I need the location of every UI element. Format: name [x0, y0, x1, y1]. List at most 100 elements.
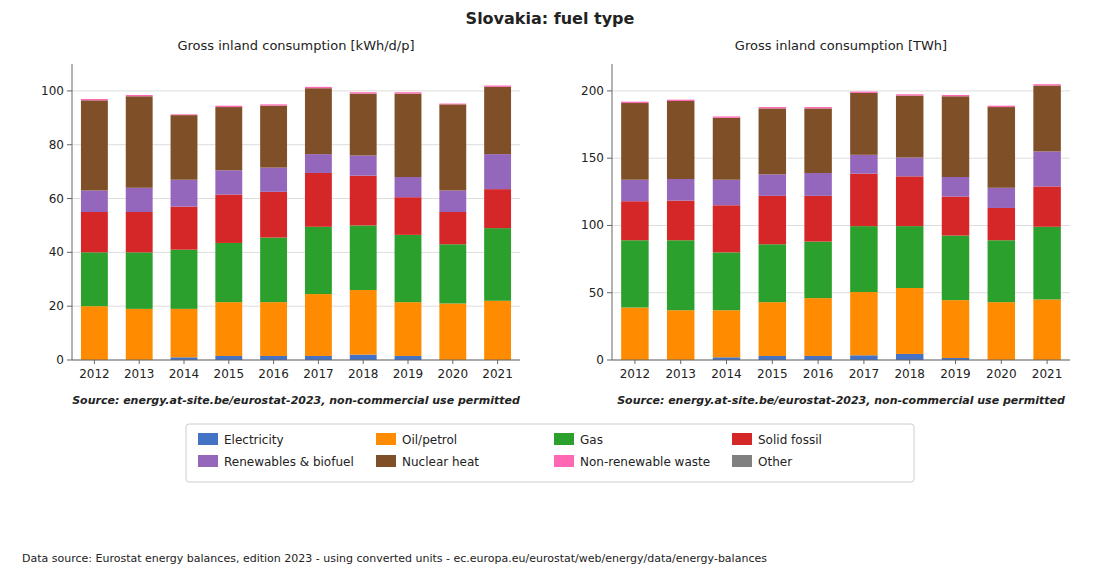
bar-segment: [804, 242, 831, 299]
bar-segment: [713, 116, 740, 117]
x-tick: [1047, 360, 1048, 364]
bar-segment: [126, 252, 153, 309]
bar-segment: [215, 106, 242, 107]
bar-segment: [305, 356, 332, 360]
y-tick-label: 0: [56, 353, 64, 367]
bar-segment: [439, 190, 466, 212]
bar-segment: [171, 250, 198, 309]
chart-title: Gross inland consumption [kWh/d/p]: [177, 38, 414, 53]
x-tick: [363, 360, 364, 364]
y-tick: [607, 158, 612, 159]
y-tick: [607, 360, 612, 361]
bar-segment: [621, 180, 648, 202]
bar-segment: [260, 238, 287, 303]
x-tick-label: 2015: [757, 367, 788, 381]
bar-segment: [621, 102, 648, 103]
x-tick: [139, 360, 140, 364]
x-tick: [94, 360, 95, 364]
bar-segment: [305, 227, 332, 294]
bar-segment: [850, 92, 877, 93]
legend-swatch: [198, 433, 218, 445]
bar-segment: [804, 107, 831, 108]
bar-segment: [81, 190, 108, 212]
bar-segment: [896, 226, 923, 288]
bar-segment: [126, 212, 153, 252]
bar-segment: [439, 212, 466, 244]
bar-segment: [804, 356, 831, 360]
bar-segment: [988, 240, 1015, 302]
bar-segment: [713, 116, 740, 117]
bar-segment: [260, 106, 287, 168]
x-tick: [228, 360, 229, 364]
bar-segment: [350, 225, 377, 290]
bar-segment: [713, 180, 740, 206]
bar-segment: [713, 205, 740, 252]
legend-label: Gas: [580, 433, 603, 447]
x-tick-label: 2013: [665, 367, 696, 381]
x-tick-label: 2016: [803, 367, 834, 381]
bar-segment: [759, 107, 786, 108]
bar-segment: [484, 154, 511, 189]
bar-segment: [942, 197, 969, 236]
bar-segment: [81, 99, 108, 100]
bar-segment: [942, 94, 969, 95]
bar-segment: [81, 306, 108, 360]
legend-swatch: [376, 455, 396, 467]
bar-segment: [942, 96, 969, 177]
y-tick-label: 40: [49, 245, 64, 259]
bar-segment: [850, 91, 877, 92]
bar-segment: [171, 114, 198, 116]
x-tick-label: 2017: [303, 367, 334, 381]
bar-segment: [1033, 84, 1060, 85]
y-tick: [607, 292, 612, 293]
bar-segment: [439, 244, 466, 303]
y-tick-label: 100: [581, 218, 604, 232]
bar-segment: [942, 177, 969, 197]
bar-segment: [759, 302, 786, 356]
bar-segment: [896, 176, 923, 226]
bar-segment: [395, 302, 422, 356]
chart-root: Slovakia: fuel typeGross inland consumpt…: [0, 0, 1100, 572]
bar-segment: [171, 114, 198, 115]
bar-segment: [215, 105, 242, 106]
x-tick-label: 2014: [169, 367, 200, 381]
x-tick-label: 2014: [711, 367, 742, 381]
bar-segment: [621, 103, 648, 180]
bar-segment: [171, 180, 198, 207]
x-tick-label: 2021: [482, 367, 513, 381]
bar-segment: [215, 356, 242, 360]
bar-segment: [621, 201, 648, 240]
x-tick: [318, 360, 319, 364]
x-tick: [818, 360, 819, 364]
bar-segment: [305, 154, 332, 173]
bar-segment: [126, 95, 153, 96]
source-note: Source: energy.at-site.be/eurostat-2023,…: [72, 394, 520, 407]
bar-segment: [804, 298, 831, 356]
bar-segment: [850, 155, 877, 174]
x-tick-label: 2018: [348, 367, 379, 381]
y-tick: [67, 90, 72, 91]
x-tick: [184, 360, 185, 364]
bar-segment: [1033, 186, 1060, 226]
bar-segment: [484, 228, 511, 301]
y-tick-label: 0: [596, 353, 604, 367]
bar-segment: [988, 208, 1015, 240]
x-tick-label: 2012: [620, 367, 651, 381]
bar-segment: [896, 96, 923, 158]
bar-segment: [850, 226, 877, 292]
y-tick-label: 100: [41, 84, 64, 98]
x-tick-label: 2021: [1032, 367, 1063, 381]
bar-segment: [804, 173, 831, 196]
y-tick-label: 80: [49, 138, 64, 152]
bar-segment: [126, 188, 153, 212]
x-tick: [772, 360, 773, 364]
bar-segment: [942, 300, 969, 358]
legend-label: Electricity: [224, 433, 284, 447]
bar-segment: [260, 302, 287, 356]
x-tick: [726, 360, 727, 364]
bar-segment: [759, 108, 786, 174]
bar-segment: [484, 301, 511, 360]
x-tick: [497, 360, 498, 364]
bar-segment: [484, 87, 511, 154]
bar-segment: [260, 104, 287, 105]
